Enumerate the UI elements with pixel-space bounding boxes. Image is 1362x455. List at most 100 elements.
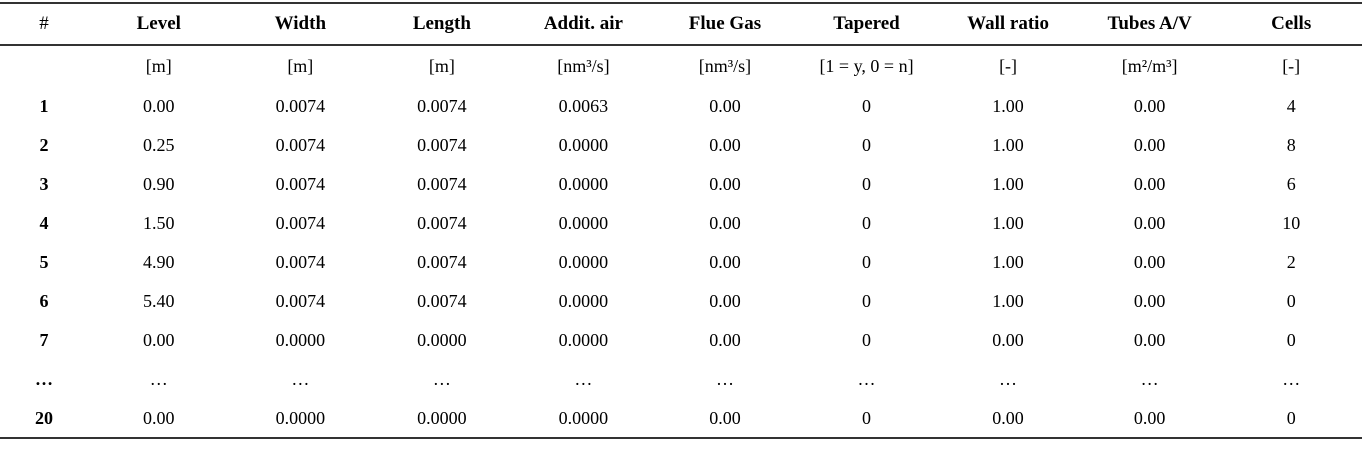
- data-cell: 0.0074: [275, 96, 326, 116]
- data-cell: 0.0074: [275, 135, 326, 155]
- row-index-cell: 3: [39, 174, 49, 194]
- data-cell: 0.00: [143, 407, 175, 428]
- data-cell: 0.0000: [417, 330, 467, 350]
- unit-cell: [nm³/s]: [557, 56, 610, 76]
- unit-cell: [m]: [428, 56, 455, 76]
- data-cell: 0.0063: [558, 96, 609, 116]
- table-row: 5 4.90 0.0074 0.0074 0.0000 0.00 0 1.00 0.00 2: [0, 243, 1362, 282]
- data-cell: 0.0074: [417, 174, 467, 194]
- data-cell: 0: [1286, 330, 1296, 350]
- data-cell: 0.00: [709, 135, 741, 155]
- header-row: # Level Width Length Addit. air Flue Gas Taper…: [0, 3, 1362, 45]
- data-cell: 0.00: [709, 252, 741, 272]
- data-cell: 0.0000: [275, 330, 326, 350]
- data-cell: 0.00: [709, 96, 741, 116]
- table-row: 6 5.40 0.0074 0.0074 0.0000 0.00 0 1.00 0.00 0: [0, 282, 1362, 321]
- data-cell: 0.00: [1133, 330, 1166, 350]
- column-header: Tubes A/V: [1107, 13, 1192, 34]
- data-cell: 1.00: [992, 252, 1024, 272]
- data-cell: 0: [862, 291, 871, 311]
- column-header: Tapered: [833, 13, 900, 34]
- column-header: Width: [274, 13, 327, 34]
- data-cell: 0.00: [992, 330, 1024, 350]
- data-cell: 0.00: [1133, 252, 1166, 272]
- row-index-cell: 6: [39, 291, 49, 311]
- data-cell: 2: [1286, 252, 1296, 272]
- data-cell: 8: [1286, 135, 1296, 155]
- data-cell: 0.0000: [275, 407, 326, 428]
- table-row: 1 0.00 0.0074 0.0074 0.0063 0.00 0 1.00 0.00 4: [0, 87, 1362, 126]
- data-cell: 0.0074: [417, 96, 467, 116]
- row-index-cell: 7: [39, 330, 49, 350]
- row-index-cell: 1: [39, 96, 49, 116]
- data-cell: 0: [862, 252, 871, 272]
- data-cell: 0: [862, 135, 871, 155]
- data-cell: 0: [862, 213, 871, 233]
- column-header: Length: [412, 13, 471, 34]
- data-cell: 0.00: [709, 291, 741, 311]
- data-cell: 0: [1286, 407, 1296, 428]
- data-cell: 0.0000: [558, 135, 609, 155]
- data-cell: 0.0000: [417, 407, 467, 428]
- row-index-cell: 20: [35, 407, 53, 428]
- data-cell: 0.00: [709, 213, 741, 233]
- data-cell: …: [715, 369, 734, 389]
- data-cell: 0.25: [143, 135, 175, 155]
- data-cell: 0.00: [143, 96, 175, 116]
- data-cell: …: [574, 369, 593, 389]
- data-cell: 0.0074: [275, 174, 326, 194]
- column-header: Cells: [1271, 13, 1312, 34]
- data-cell: 0.00: [992, 407, 1024, 428]
- data-cell: 0.0000: [558, 291, 609, 311]
- column-header: Addit. air: [543, 13, 623, 34]
- row-index-cell: 4: [39, 213, 49, 233]
- data-cell: 0.00: [1133, 174, 1166, 194]
- data-cell: 0.0074: [275, 213, 326, 233]
- row-index-cell: 5: [39, 252, 49, 272]
- data-cell: 0.0074: [417, 213, 467, 233]
- table-row: 4 1.50 0.0074 0.0074 0.0000 0.00 0 1.00 0.00 10: [0, 204, 1362, 243]
- data-cell: …: [432, 369, 451, 389]
- data-cell: 0.00: [1133, 213, 1166, 233]
- data-cell: …: [291, 369, 310, 389]
- data-cell: 0.0074: [275, 252, 326, 272]
- data-cell: 0.00: [1133, 407, 1166, 428]
- data-cell: 0.0000: [558, 407, 609, 428]
- unit-cell: [m²/m³]: [1121, 56, 1178, 76]
- data-cell: 0.0000: [558, 174, 609, 194]
- data-cell: 0.00: [143, 330, 175, 350]
- column-header: #: [39, 13, 49, 34]
- data-cell: 0.0000: [558, 330, 609, 350]
- table-body: 1 0.00 0.0074 0.0074 0.0063 0.00 0 1.00 0.00 4 2 0.…: [0, 87, 1362, 438]
- data-cell: …: [1282, 369, 1301, 389]
- data-cell: 0.00: [709, 174, 741, 194]
- data-cell: 4: [1286, 96, 1296, 116]
- data-cell: …: [857, 369, 876, 389]
- data-cell: 0.0074: [417, 291, 467, 311]
- table-row: 20 0.00 0.0000 0.0000 0.0000 0.00 0 0.00 0.00 0: [0, 399, 1362, 438]
- data-cell: 5.40: [143, 291, 175, 311]
- results-table: # Level Width Length Addit. air Flue Gas Taper…: [0, 2, 1362, 439]
- data-cell: 0.00: [1133, 96, 1166, 116]
- table-row: 2 0.25 0.0074 0.0074 0.0000 0.00 0 1.00 0.00 8: [0, 126, 1362, 165]
- data-cell: 1.00: [992, 135, 1024, 155]
- data-cell: 0.00: [1133, 291, 1166, 311]
- data-cell: 0.0000: [558, 213, 609, 233]
- data-cell: 0: [862, 96, 871, 116]
- data-cell: 0: [862, 407, 871, 428]
- table-row: 3 0.90 0.0074 0.0074 0.0000 0.00 0 1.00 0.00 6: [0, 165, 1362, 204]
- data-cell: …: [149, 369, 168, 389]
- column-header: Flue Gas: [688, 13, 762, 34]
- column-header: Level: [136, 13, 181, 34]
- table-row: …………………………: [0, 360, 1362, 399]
- data-cell: 0.0074: [417, 135, 467, 155]
- data-cell: 1.50: [143, 213, 175, 233]
- unit-cell: [m]: [287, 56, 314, 76]
- data-cell: 1.00: [992, 213, 1024, 233]
- data-cell: 1.00: [992, 291, 1024, 311]
- data-cell: 1.00: [992, 174, 1024, 194]
- data-cell: 10: [1282, 213, 1301, 233]
- data-cell: 0.0000: [558, 252, 609, 272]
- table-row: 7 0.00 0.0000 0.0000 0.0000 0.00 0 0.00 0.00 0: [0, 321, 1362, 360]
- units-row: [m] [m] [m] [nm³/s] [nm³/s] [1 = y, 0 = n] [-]…: [0, 45, 1362, 87]
